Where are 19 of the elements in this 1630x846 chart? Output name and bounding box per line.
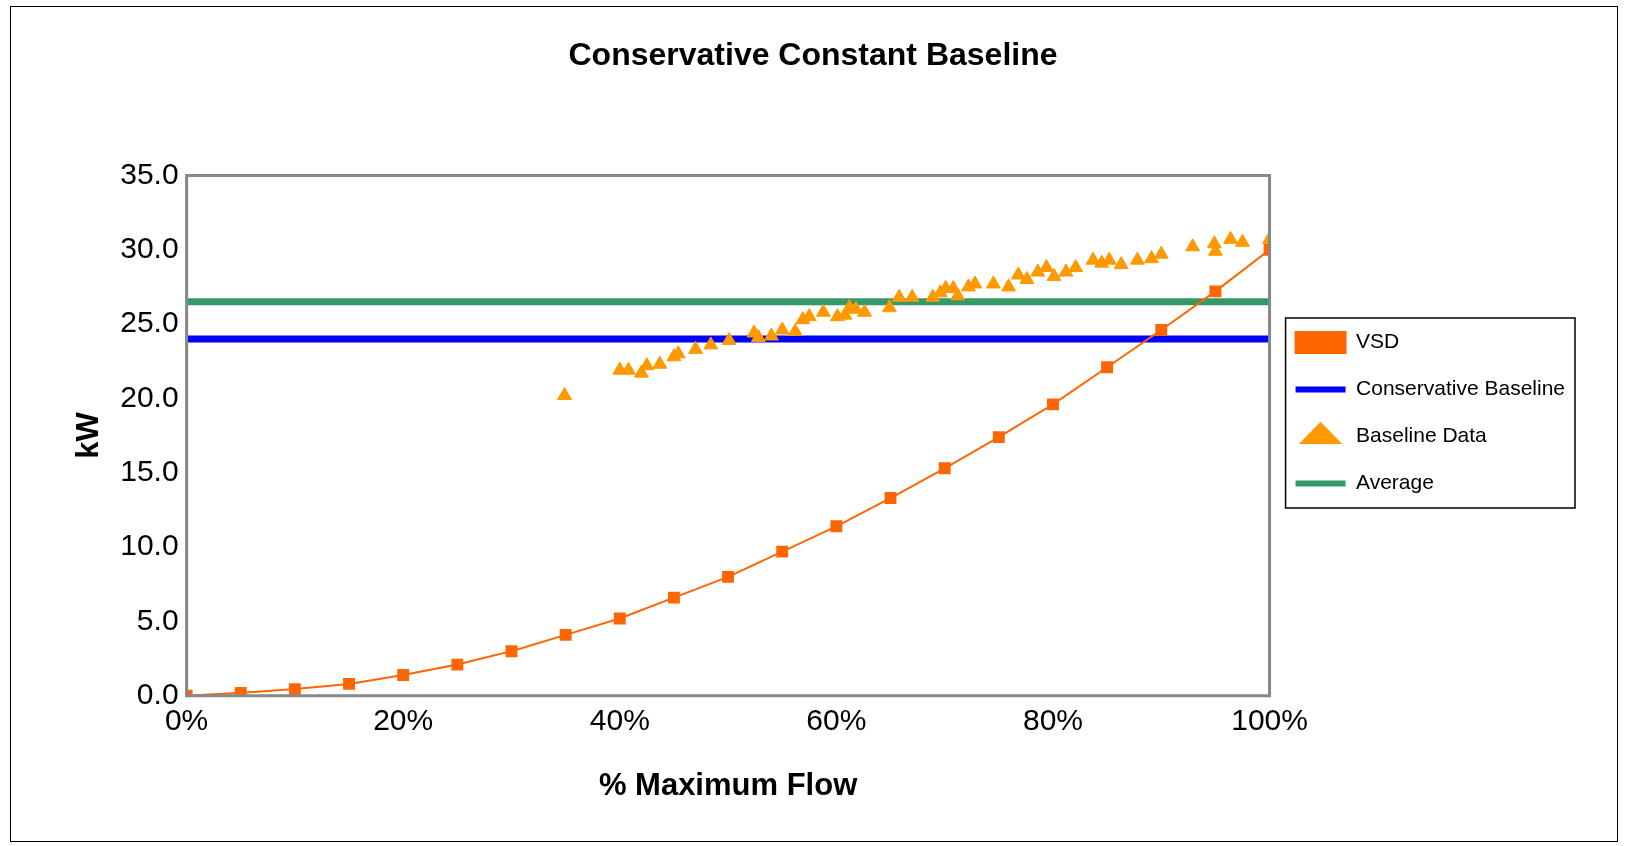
y-tick-label: 10.0 [120, 528, 179, 562]
x-axis-title: % Maximum Flow [598, 766, 859, 802]
x-tick-label: 40% [589, 703, 650, 737]
chart-title: Conservative Constant Baseline [568, 36, 1058, 73]
legend-label: Average [1356, 470, 1434, 494]
y-tick-label: 20.0 [120, 379, 179, 413]
legend-label: Conservative Baseline [1356, 376, 1566, 400]
y-axis-title: kW [70, 411, 106, 459]
y-tick-label: 30.0 [120, 231, 179, 265]
legend-label: Baseline Data [1356, 423, 1488, 447]
x-tick-label: 60% [806, 703, 867, 737]
y-tick-label: 35.0 [120, 156, 179, 190]
y-tick-label: 25.0 [120, 305, 179, 339]
x-tick-label: 80% [1022, 703, 1083, 737]
y-tick-label: 15.0 [120, 454, 179, 488]
y-tick-label: 5.0 [136, 602, 179, 636]
legend-label: VSD [1356, 329, 1400, 353]
x-tick-label: 100% [1231, 703, 1308, 737]
x-tick-label: 20% [373, 703, 434, 737]
